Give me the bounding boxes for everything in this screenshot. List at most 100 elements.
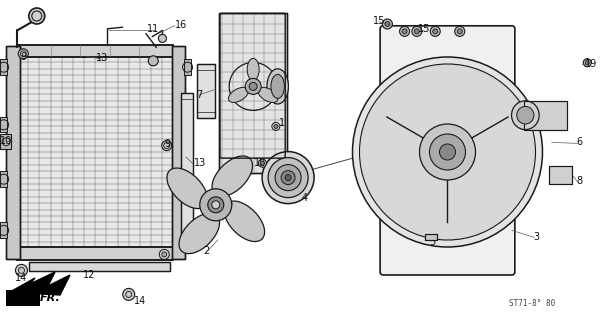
Circle shape [249,83,257,91]
Text: 18: 18 [254,157,267,168]
Circle shape [200,189,232,221]
Circle shape [158,35,167,43]
Circle shape [123,288,135,300]
Bar [29,262,170,271]
Circle shape [400,26,409,36]
Circle shape [430,26,440,36]
Ellipse shape [511,101,539,130]
Bar [549,166,572,184]
Bar [219,13,287,173]
Text: 14: 14 [134,296,146,306]
Bar [184,222,191,238]
Text: 9: 9 [20,52,26,62]
Text: 10: 10 [0,136,12,146]
Bar [17,56,173,248]
Text: ST71-8° 80: ST71-8° 80 [509,300,555,308]
Circle shape [15,264,28,276]
Bar [6,290,40,306]
Circle shape [352,57,543,247]
Bar [425,234,437,240]
Circle shape [258,159,267,167]
Bar [197,64,215,118]
Bar [6,46,20,259]
Ellipse shape [224,201,265,242]
Circle shape [455,26,465,36]
Text: 1: 1 [279,118,285,128]
Ellipse shape [267,69,289,104]
Bar [219,13,287,173]
Circle shape [383,19,392,29]
Ellipse shape [229,87,248,102]
Ellipse shape [258,87,278,102]
Text: 13: 13 [96,53,109,63]
FancyBboxPatch shape [380,26,515,275]
Text: 17: 17 [222,203,234,213]
Text: 19: 19 [585,59,598,69]
Bar [0,59,7,75]
Circle shape [285,175,291,180]
Text: 7: 7 [196,90,202,100]
Circle shape [211,201,220,209]
Circle shape [412,26,422,36]
Bar [172,46,185,259]
Bar [425,234,437,240]
Text: 6: 6 [576,137,582,148]
Text: 12: 12 [83,270,95,280]
Circle shape [433,29,438,34]
Circle shape [18,49,28,59]
Circle shape [148,56,158,66]
Text: 3: 3 [533,232,539,242]
Text: 15: 15 [373,16,385,26]
Circle shape [245,78,261,94]
Text: 9: 9 [164,139,170,149]
Ellipse shape [517,106,534,124]
Circle shape [440,144,455,160]
Bar [0,134,11,149]
Bar [6,46,20,259]
Text: 15: 15 [418,24,430,35]
Circle shape [261,161,264,165]
Bar [29,262,170,271]
Circle shape [208,197,224,213]
Circle shape [29,8,45,24]
Text: 4: 4 [302,193,308,203]
Circle shape [262,152,314,204]
Circle shape [274,124,278,128]
Text: 2: 2 [204,245,210,256]
Circle shape [281,171,295,185]
Circle shape [402,29,407,34]
Bar [524,101,567,130]
Circle shape [385,21,390,27]
Circle shape [359,64,536,240]
Circle shape [430,134,465,170]
Circle shape [162,252,167,257]
Bar [17,45,173,57]
Bar [17,247,173,260]
Polygon shape [10,272,70,295]
Text: 11: 11 [147,24,159,35]
Bar [184,59,191,75]
Text: 16: 16 [175,20,187,30]
Circle shape [275,164,301,191]
Ellipse shape [167,168,207,209]
Ellipse shape [179,213,219,254]
Bar [181,93,193,240]
Ellipse shape [271,75,284,99]
Ellipse shape [212,156,253,196]
Bar [0,117,7,132]
Text: 8: 8 [576,176,582,186]
Circle shape [268,158,308,198]
Circle shape [162,140,172,151]
Bar [0,171,7,187]
Circle shape [419,124,476,180]
Bar [17,56,173,248]
Bar [17,247,173,260]
Circle shape [457,29,462,34]
Circle shape [585,61,589,65]
Text: FR.: FR. [40,292,61,303]
Bar [197,64,215,118]
Text: 14: 14 [15,273,28,284]
Bar [17,45,173,57]
Ellipse shape [247,59,259,80]
Bar [172,46,185,259]
